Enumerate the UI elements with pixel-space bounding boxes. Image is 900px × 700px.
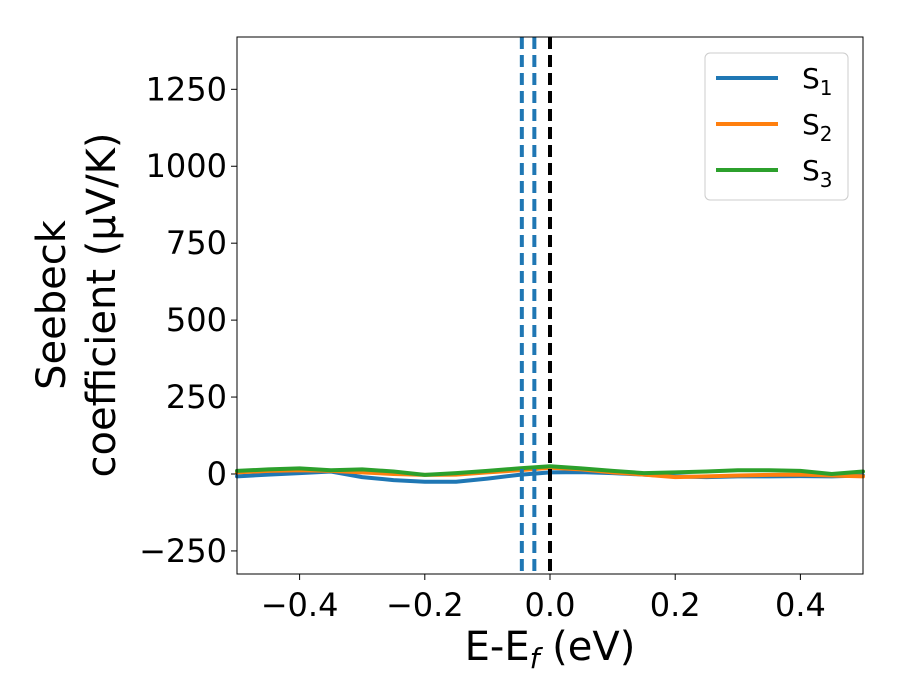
legend-label-S3: S3 xyxy=(802,154,833,192)
y-axis: −250 0 250 500 750 1000 1250 xyxy=(139,70,237,570)
y-tick-label: 1250 xyxy=(146,70,227,108)
x-tick-label: 0.4 xyxy=(775,586,826,624)
legend-label-S1: S1 xyxy=(802,62,833,100)
x-tick-label: 0.0 xyxy=(525,586,576,624)
y-axis-label: Seebeck coefficient (μV/K) xyxy=(29,133,125,478)
x-axis: −0.4 −0.2 0.0 0.2 0.4 xyxy=(261,574,826,624)
y-tick-label: 0 xyxy=(207,455,227,493)
legend: S1 S2 S3 xyxy=(704,52,849,201)
x-tick-label: 0.2 xyxy=(650,586,701,624)
x-tick-label: −0.2 xyxy=(386,586,464,624)
x-tick-label: −0.4 xyxy=(261,586,339,624)
x-axis-label: E-Ef (eV) xyxy=(465,624,636,675)
y-axis-label-line2: coefficient (μV/K) xyxy=(79,133,125,478)
y-tick-label: 250 xyxy=(166,378,227,416)
y-tick-label: 500 xyxy=(166,301,227,339)
y-tick-label: 750 xyxy=(166,224,227,262)
y-axis-label-line1: Seebeck xyxy=(29,219,75,390)
series-line-S3 xyxy=(235,464,865,477)
y-tick-label: −250 xyxy=(139,532,227,570)
y-tick-label: 1000 xyxy=(146,147,227,185)
x-axis-label-prefix: E-E xyxy=(465,624,530,670)
legend-box xyxy=(704,52,849,201)
x-axis-label-suffix: (eV) xyxy=(539,624,635,670)
legend-label-S2: S2 xyxy=(802,108,833,146)
